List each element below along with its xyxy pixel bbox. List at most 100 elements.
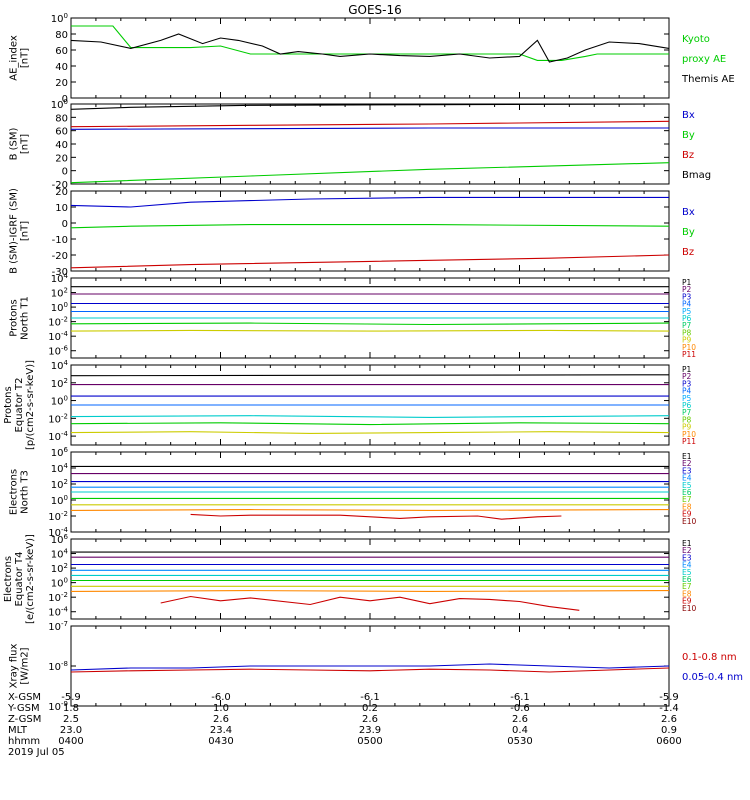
legend-entry: E6 <box>682 488 692 497</box>
y-tick-label: 104 <box>51 462 69 475</box>
legend-entry: E4 <box>682 474 692 483</box>
panel-2: -20 0 20 40 60 80 100 B (SM) [nT] Bx By Bz Bmag <box>9 98 712 191</box>
y-tick-label: 10-2 <box>48 591 68 604</box>
footer-value: -5.9 <box>61 692 81 703</box>
footer-value: 2.5 <box>63 714 79 725</box>
legend-entry: E3 <box>682 466 692 475</box>
legend-entry: P9 <box>682 423 692 432</box>
y-axis-label: Xray flux <box>9 644 20 689</box>
legend-entry: P8 <box>682 328 692 337</box>
y-axis-label: B (SM) <box>9 127 20 160</box>
footer-value: -6.1 <box>510 692 530 703</box>
y-tick-label: 102 <box>51 562 68 575</box>
y-tick-label: 100 <box>51 395 68 408</box>
legend-entry: P3 <box>682 379 692 388</box>
legend-entry: E8 <box>682 502 692 511</box>
legend-entry: Bx <box>682 110 695 121</box>
y-axis-label: Equator T4 <box>14 552 25 607</box>
y-tick-label: 40 <box>55 62 68 73</box>
y-axis-label: [W/m2] <box>20 647 31 684</box>
legend-entry: E9 <box>682 510 692 519</box>
series-by <box>70 224 670 229</box>
legend-entry: P6 <box>682 314 692 323</box>
y-tick-label: 10-4 <box>48 606 68 619</box>
y-tick-label: -30 <box>52 267 68 278</box>
footer-value: 0.4 <box>512 725 528 736</box>
y-tick-label: 100 <box>51 301 68 314</box>
y-tick-label: 10-4 <box>48 526 68 539</box>
legend-entry: P5 <box>682 307 692 316</box>
y-axis-label: Protons <box>9 299 20 336</box>
y-tick-label: 20 <box>55 78 68 89</box>
y-tick-label: 80 <box>55 113 68 124</box>
series-bz <box>70 120 670 128</box>
y-tick-label: 104 <box>51 548 69 561</box>
y-tick-label: -20 <box>52 251 68 262</box>
legend-entry: E7 <box>682 495 692 504</box>
y-tick-label: 10-7 <box>48 620 68 633</box>
y-tick-label: 106 <box>51 533 69 546</box>
y-tick-label: 10-2 <box>48 412 68 425</box>
footer-value: 2.6 <box>213 714 229 725</box>
series-themis-ae <box>70 33 670 63</box>
footer-value: 23.0 <box>60 725 82 736</box>
legend-entry: E1 <box>682 452 692 461</box>
series-bx <box>70 127 669 130</box>
panel-frame <box>70 538 670 620</box>
footer-value: -6.1 <box>360 692 380 703</box>
footer-value: 0.2 <box>362 703 378 714</box>
y-tick-label: 104 <box>51 359 69 372</box>
legend-entry: E2 <box>682 546 692 555</box>
y-tick-label: 60 <box>55 127 68 138</box>
series-bmag <box>70 103 670 110</box>
legend-entry: P8 <box>682 415 692 424</box>
legend-entry: E9 <box>682 597 692 606</box>
y-axis-label: AE_index <box>9 35 20 81</box>
legend-entry: By <box>682 130 695 141</box>
legend-entry: E8 <box>682 589 692 598</box>
series-p7 <box>70 431 670 434</box>
y-axis-label: Electrons <box>3 556 14 602</box>
y-axis-label: North T1 <box>20 296 31 340</box>
series-e9 <box>160 595 580 611</box>
y-axis-label: [nT] <box>20 48 31 68</box>
legend-entry: 0.1-0.8 nm <box>682 652 737 663</box>
series-p6 <box>70 322 670 326</box>
footer-value: 0.9 <box>661 725 677 736</box>
legend-entry: P1 <box>682 278 692 287</box>
panel-frame <box>70 17 670 99</box>
series-e8 <box>70 590 670 592</box>
footer-value: 1.0 <box>213 703 229 714</box>
legend-entry: Bz <box>682 247 694 258</box>
footer-date: 2019 Jul 05 <box>8 747 65 758</box>
legend-entry: E4 <box>682 561 692 570</box>
legend-entry: By <box>682 227 695 238</box>
legend-entry: E7 <box>682 582 692 591</box>
legend-entry: Themis AE <box>681 74 735 85</box>
y-tick-label: 40 <box>55 140 68 151</box>
legend-entry: E5 <box>682 568 692 577</box>
legend-entry: P5 <box>682 394 692 403</box>
legend-entry: Kyoto <box>682 34 710 45</box>
panel-3: -30 -20 -10 0 10 20 B (SM)-IGRF (SM) [nT] Bx By Bz <box>9 187 695 278</box>
legend-entry: P11 <box>682 350 696 359</box>
footer-value: -1.4 <box>659 703 679 714</box>
y-axis-label: [p/(cm2-s-sr-keV)] <box>25 360 36 450</box>
y-axis-label: [nT] <box>20 221 31 241</box>
series-0-1-0-8-nm <box>70 667 670 673</box>
y-tick-label: 10-2 <box>48 316 68 329</box>
y-tick-label: 10-2 <box>48 510 68 523</box>
y-tick-label: 0 <box>62 94 68 105</box>
footer-value: 0400 <box>58 736 83 747</box>
y-axis-label: Protons <box>3 386 14 423</box>
legend-entry: 0.05-0.4 nm <box>682 672 743 683</box>
legend-entry: E3 <box>682 553 692 562</box>
page-title: GOES-16 <box>348 3 402 17</box>
y-tick-label: 10 <box>55 203 68 214</box>
y-tick-label: 104 <box>51 272 69 285</box>
legend-entry: P9 <box>682 336 692 345</box>
footer-value: 2.6 <box>362 714 378 725</box>
